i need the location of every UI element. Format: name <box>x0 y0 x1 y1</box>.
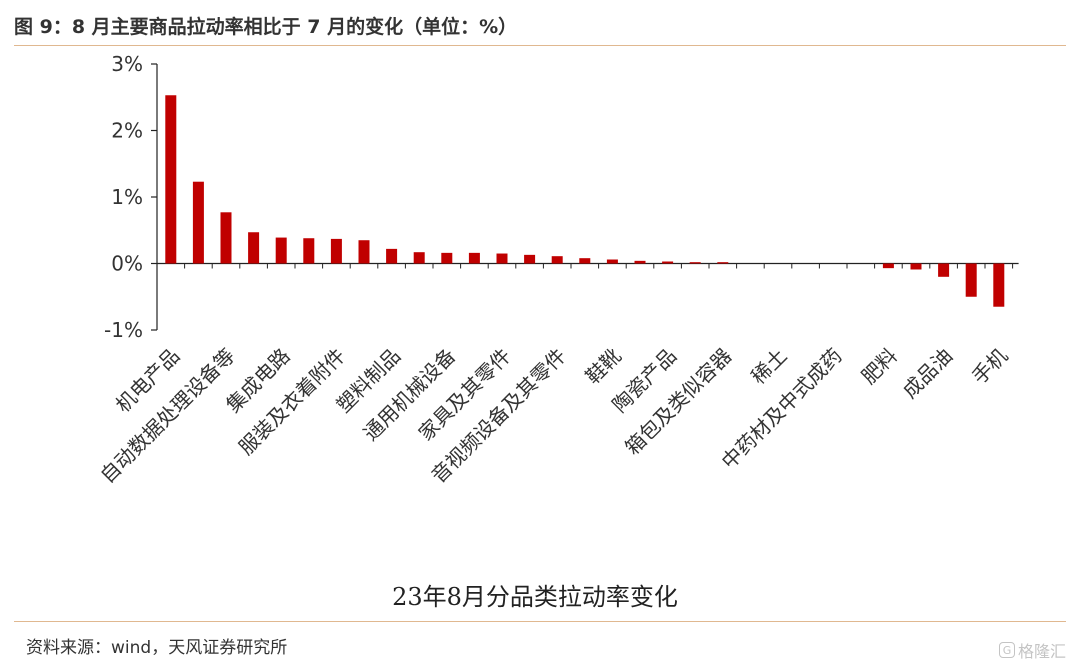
y-tick-label: 0% <box>111 252 143 276</box>
watermark: G 格隆汇 <box>998 638 1066 662</box>
y-tick-label: -1% <box>104 318 143 342</box>
figure-title: 图 9：8 月主要商品拉动率相比于 7 月的变化（单位：%） <box>14 16 518 38</box>
bar <box>413 252 425 264</box>
x-tick-label: 成品油 <box>898 344 957 403</box>
bar <box>579 258 591 264</box>
bar <box>386 248 398 264</box>
bar <box>662 261 674 264</box>
bar <box>910 263 922 270</box>
bar <box>689 262 701 264</box>
bar <box>993 263 1005 307</box>
source-divider <box>14 621 1066 622</box>
title-divider <box>14 45 1066 46</box>
x-tick-label: 肥料 <box>857 344 902 389</box>
bar <box>248 232 260 264</box>
bar <box>303 238 315 264</box>
bar <box>634 260 646 264</box>
bar <box>551 256 563 264</box>
bar <box>496 253 508 264</box>
x-axis-title: 23年8月分品类拉动率变化 <box>392 583 678 611</box>
bar <box>882 263 894 269</box>
x-tick-label: 稀土 <box>746 344 791 389</box>
bar <box>441 252 453 264</box>
bar <box>165 95 177 264</box>
y-tick-label: 3% <box>111 52 143 76</box>
bar <box>358 240 370 264</box>
bar <box>965 263 977 297</box>
watermark-logo-icon: G <box>998 642 1015 658</box>
bar <box>220 212 232 264</box>
bar <box>275 237 287 264</box>
bar <box>468 252 480 264</box>
bar <box>330 238 342 264</box>
y-tick-label: 1% <box>111 185 143 209</box>
source-note: 资料来源：wind，天风证券研究所 <box>26 638 288 658</box>
y-tick-label: 2% <box>111 119 143 143</box>
bar-chart: 3%2%1%0%-1%机电产品自动数据处理设备等集成电路服装及衣着附件塑料制品通… <box>95 52 1019 611</box>
bar <box>524 254 536 264</box>
bar <box>717 262 729 264</box>
bar <box>192 181 204 264</box>
watermark-text: 格隆汇 <box>1017 642 1066 661</box>
bar <box>606 259 618 264</box>
bar <box>938 263 950 277</box>
x-tick-label: 鞋靴 <box>581 344 626 389</box>
x-tick-label: 手机 <box>967 344 1012 389</box>
